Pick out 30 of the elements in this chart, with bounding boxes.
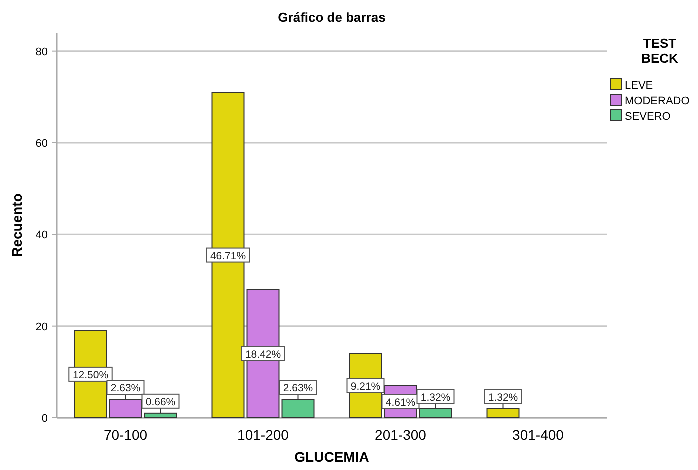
- annotation: 1.32%: [488, 392, 518, 404]
- annotation: 2.63%: [110, 382, 141, 395]
- y-axis-title: Recuento: [9, 194, 25, 258]
- annotation: 9.21%: [350, 380, 381, 393]
- x-axis-title: GLUCEMIA: [294, 449, 370, 465]
- y-tick-label: 0: [42, 413, 48, 425]
- annotation: 2.63%: [283, 382, 314, 395]
- annotation: 18.42%: [245, 348, 282, 361]
- legend-label: MODERADO: [625, 96, 690, 108]
- x-tick-label: 101-200: [238, 427, 290, 443]
- y-tick-label: 60: [36, 138, 48, 150]
- legend-title: TEST BECK: [642, 36, 680, 66]
- annotation: 12.50%: [72, 369, 109, 382]
- annotation: 4.61%: [386, 396, 416, 409]
- annotation: 1.32%: [420, 392, 451, 404]
- bar: [144, 412, 178, 418]
- chart-title: Gráfico de barras: [278, 10, 386, 25]
- y-tick-label: 80: [36, 46, 48, 58]
- x-tick-label: 301-400: [512, 427, 564, 443]
- bar: [486, 408, 520, 418]
- x-tick-label: 201-300: [375, 427, 427, 443]
- annotation: 46.71%: [210, 250, 246, 262]
- y-tick-label: 40: [36, 230, 48, 242]
- bar: [419, 408, 452, 418]
- legend-label: SEVERO: [625, 111, 672, 123]
- legend-label: LEVE: [625, 80, 654, 92]
- bar: [282, 399, 315, 418]
- y-tick-label: 20: [36, 321, 48, 334]
- x-tick-label: 70-100: [104, 427, 148, 443]
- annotation: 0.66%: [146, 396, 176, 408]
